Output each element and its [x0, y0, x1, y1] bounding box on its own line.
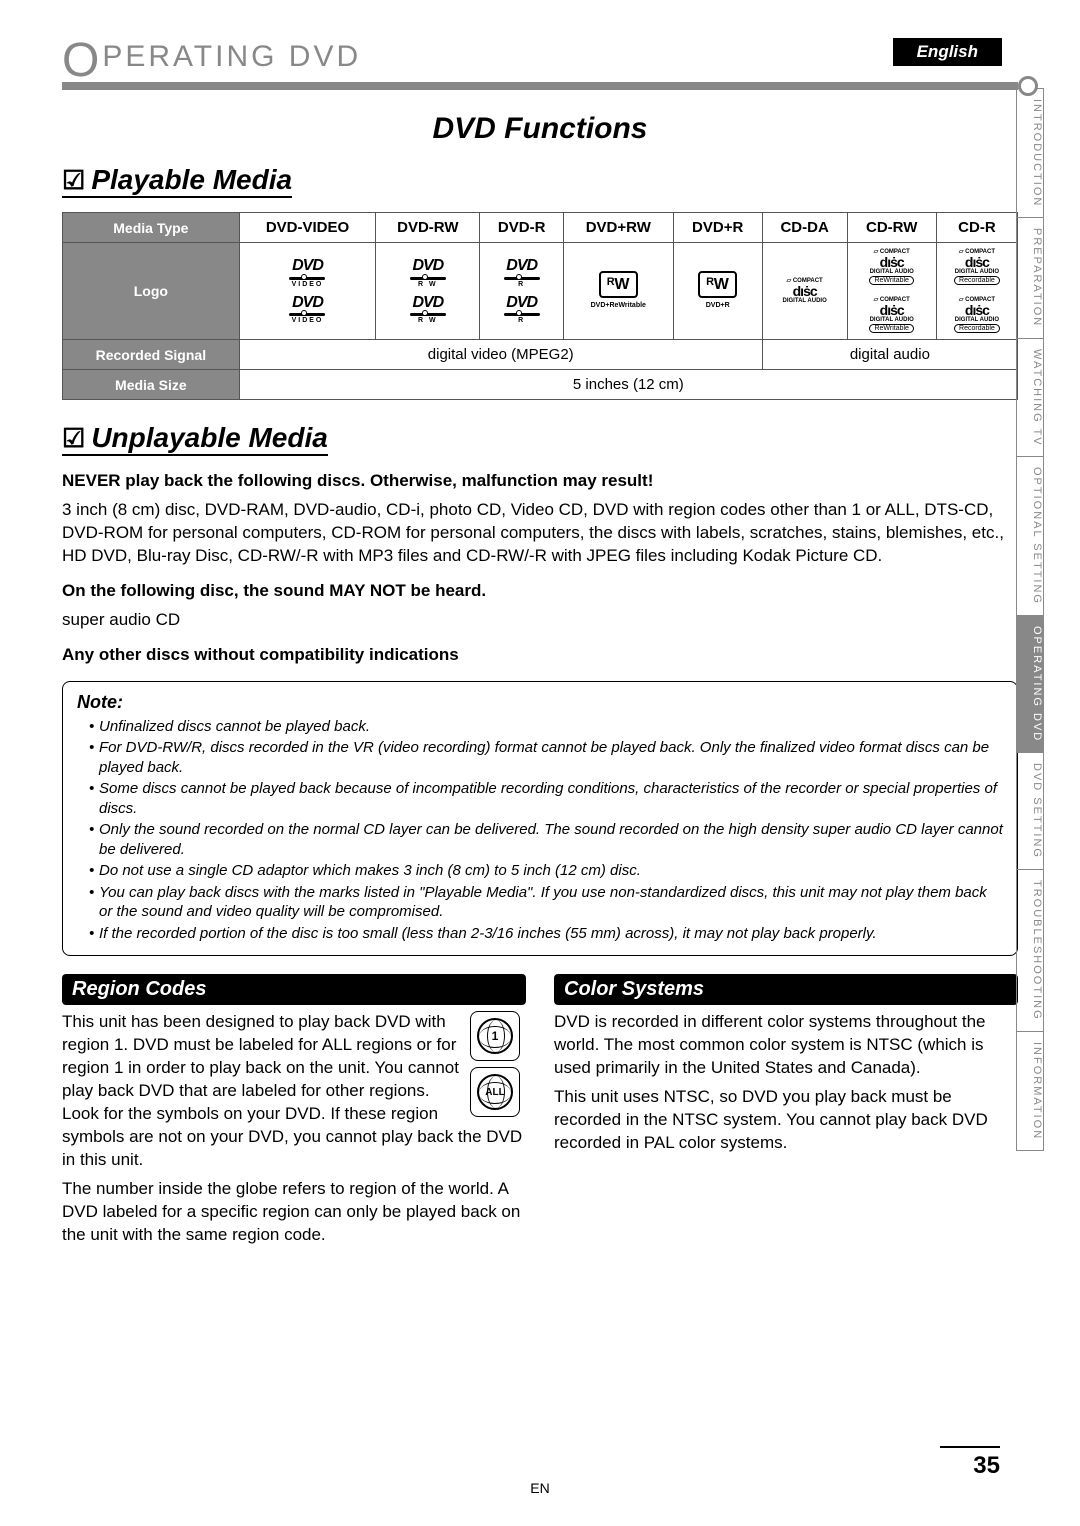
note-item: You can play back discs with the marks l… — [89, 883, 1003, 922]
side-tab[interactable]: OPERATING DVD — [1016, 615, 1044, 752]
note-list: Unfinalized discs cannot be played back.… — [77, 717, 1003, 944]
side-tab[interactable]: PREPARATION — [1016, 217, 1044, 337]
color-p2: This unit uses NTSC, so DVD you play bac… — [554, 1086, 1018, 1155]
any-bold: Any other discs without compatibility in… — [62, 644, 1018, 667]
sound-bold: On the following disc, the sound MAY NOT… — [62, 580, 1018, 603]
section-title: DVD Functions — [62, 112, 1018, 146]
th-media-type: Media Type — [63, 213, 240, 243]
th-recorded: Recorded Signal — [63, 340, 240, 370]
chapter-heading: OPERATING DVD — [62, 40, 1018, 74]
side-tab[interactable]: INFORMATION — [1016, 1031, 1044, 1151]
recorded-video: digital video (MPEG2) — [239, 340, 762, 370]
globe-all-icon: ALL — [477, 1074, 513, 1110]
col-4: DVD+R — [673, 213, 762, 243]
divider-line — [62, 82, 1018, 94]
side-tab[interactable]: INTRODUCTION — [1016, 88, 1044, 217]
region-p1: This unit has been designed to play back… — [62, 1011, 526, 1172]
region-heading: Region Codes — [62, 974, 526, 1005]
note-item: If the recorded portion of the disc is t… — [89, 924, 1003, 944]
globe-1-icon: 1 — [477, 1018, 513, 1054]
region-codes-col: Region Codes 1 ALL This unit has been de… — [62, 974, 526, 1252]
col-0: DVD-VIDEO — [239, 213, 376, 243]
note-item: For DVD-RW/R, discs recorded in the VR (… — [89, 738, 1003, 777]
color-heading: Color Systems — [554, 974, 1018, 1005]
note-item: Do not use a single CD adaptor which mak… — [89, 861, 1003, 881]
color-p1: DVD is recorded in different color syste… — [554, 1011, 1018, 1080]
col-7: CD-R — [936, 213, 1017, 243]
col-2: DVD-R — [480, 213, 564, 243]
never-bold: NEVER play back the following discs. Oth… — [62, 470, 1018, 493]
logo-cell-6: ▱ COMPACTdıṡcDIGITAL AUDIOReWritable▱ CO… — [847, 243, 936, 340]
never-body: 3 inch (8 cm) disc, DVD-RAM, DVD-audio, … — [62, 499, 1018, 568]
side-tab[interactable]: WATCHING TV — [1016, 338, 1044, 457]
logo-cell-4: ᴿWDVD+R — [673, 243, 762, 340]
color-systems-col: Color Systems DVD is recorded in differe… — [554, 974, 1018, 1252]
col-1: DVD-RW — [376, 213, 480, 243]
logo-cell-3: ᴿWDVD+ReWritable — [563, 243, 673, 340]
th-size: Media Size — [63, 370, 240, 400]
language-tab: English — [893, 38, 1002, 66]
col-5: CD-DA — [762, 213, 847, 243]
side-tabs-container: INTRODUCTIONPREPARATIONWATCHING TVOPTION… — [1016, 88, 1044, 1151]
logo-cell-7: ▱ COMPACTdıṡcDIGITAL AUDIORecordable▱ CO… — [936, 243, 1017, 340]
col-6: CD-RW — [847, 213, 936, 243]
playable-media-table: Media Type DVD-VIDEO DVD-RW DVD-R DVD+RW… — [62, 212, 1018, 400]
page-number: 35 — [940, 1446, 1000, 1480]
sound-body: super audio CD — [62, 609, 1018, 632]
side-tab[interactable]: TROUBLESHOOTING — [1016, 869, 1044, 1031]
note-heading: Note: — [77, 692, 1003, 713]
playable-heading: Playable Media — [62, 164, 292, 198]
region-icons: 1 ALL — [470, 1011, 526, 1123]
media-size: 5 inches (12 cm) — [239, 370, 1017, 400]
en-label: EN — [530, 1480, 549, 1496]
note-item: Unfinalized discs cannot be played back. — [89, 717, 1003, 737]
logo-cell-5: ▱ COMPACTdıṡcDIGITAL AUDIO — [762, 243, 847, 340]
note-item: Some discs cannot be played back because… — [89, 779, 1003, 818]
side-tab[interactable]: OPTIONAL SETTING — [1016, 456, 1044, 615]
logo-cell-0: DVDVIDEODVDVIDEO — [239, 243, 376, 340]
chapter-rest: PERATING DVD — [102, 40, 361, 73]
region-p2: The number inside the globe refers to re… — [62, 1178, 526, 1247]
logo-cell-2: DVDRDVDR — [480, 243, 564, 340]
note-box: Note: Unfinalized discs cannot be played… — [62, 681, 1018, 957]
note-item: Only the sound recorded on the normal CD… — [89, 820, 1003, 859]
logo-cell-1: DVDR WDVDR W — [376, 243, 480, 340]
unplayable-heading: Unplayable Media — [62, 422, 328, 456]
th-logo: Logo — [63, 243, 240, 340]
side-tab[interactable]: DVD SETTING — [1016, 752, 1044, 869]
col-3: DVD+RW — [563, 213, 673, 243]
recorded-audio: digital audio — [762, 340, 1017, 370]
